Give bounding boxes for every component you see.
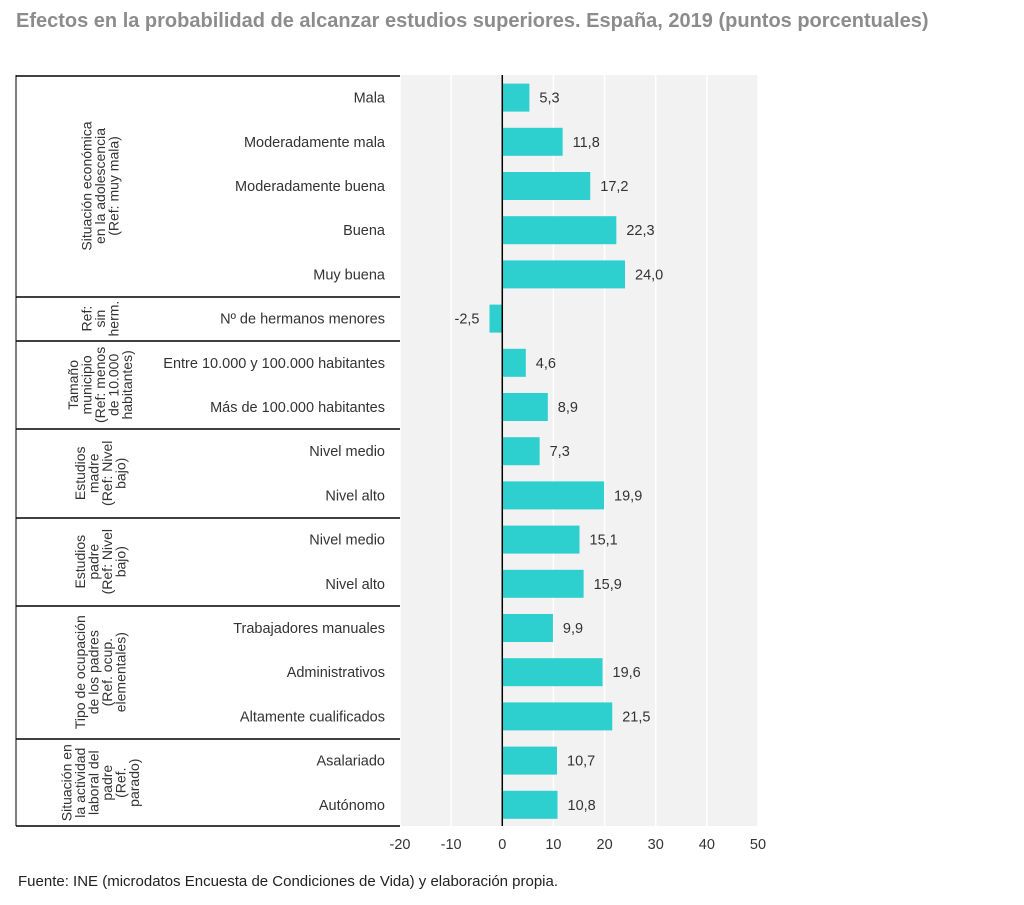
category-label: Altamente cualificados: [240, 709, 385, 725]
value-label: 15,9: [594, 577, 622, 593]
category-label: Moderadamente mala: [244, 135, 386, 151]
group-label: Situación enla actividadlaboral delpadre…: [58, 744, 142, 821]
bar: [502, 260, 626, 289]
value-label: 17,2: [600, 179, 628, 195]
bar: [489, 304, 503, 333]
value-label: 10,8: [568, 798, 596, 814]
chart-title: Efectos en la probabilidad de alcanzar e…: [16, 10, 929, 32]
category-label: Asalariado: [316, 754, 385, 770]
bar: [502, 437, 540, 466]
bar: [502, 216, 617, 245]
group-label: Situación económicaen la adolescencia(Re…: [79, 121, 122, 250]
x-tick-label: 30: [648, 837, 664, 853]
category-label: Moderadamente buena: [235, 179, 386, 195]
group-label: Estudiospadre(Ref: Nivelbajo): [72, 529, 129, 594]
x-tick-label: 20: [597, 837, 613, 853]
value-label: 7,3: [550, 444, 570, 460]
group-label: Tamañomunicipio(Ref: menosde 10.000habit…: [65, 347, 135, 423]
plot-background: [400, 75, 758, 826]
value-label: 19,9: [614, 488, 642, 504]
category-label: Nivel alto: [325, 577, 385, 593]
category-label: Buena: [343, 223, 386, 239]
x-tick-label: -10: [441, 837, 462, 853]
category-label: Mala: [354, 91, 386, 107]
bar: [502, 348, 526, 377]
category-label: Entre 10.000 y 100.000 habitantes: [163, 356, 385, 372]
bar: [502, 569, 584, 598]
category-label: Nivel medio: [309, 533, 385, 549]
value-label: 4,6: [536, 356, 556, 372]
bar: [502, 393, 548, 421]
value-label: 19,6: [613, 665, 641, 681]
bar: [502, 127, 563, 156]
group-label: Tipo de ocupaciónde los padres(Ref. ocup…: [72, 615, 129, 729]
value-label: 15,1: [590, 533, 618, 549]
x-tick-label: 10: [545, 837, 561, 853]
bar: [502, 525, 580, 554]
value-label: 10,7: [567, 754, 595, 770]
x-tick-label: 40: [699, 837, 715, 853]
value-label: 22,3: [626, 223, 654, 239]
value-label: 9,9: [563, 621, 583, 637]
value-label: 8,9: [558, 400, 578, 416]
bar: [502, 172, 591, 200]
category-label: Administrativos: [287, 665, 385, 681]
value-label: 11,8: [573, 135, 600, 151]
bar: [502, 658, 603, 687]
bar: [502, 702, 613, 731]
category-label: Muy buena: [313, 267, 386, 283]
bar: [502, 614, 553, 642]
category-label: Nivel alto: [325, 488, 385, 504]
category-label: Autónomo: [319, 798, 385, 814]
group-label: Estudiosmadre(Ref: Nivelbajo): [72, 441, 129, 506]
category-label: Trabajadores manuales: [233, 621, 385, 637]
group-label: Ref:sinherm.: [79, 301, 122, 337]
category-label: Más de 100.000 habitantes: [210, 400, 385, 416]
source-note: Fuente: INE (microdatos Encuesta de Cond…: [18, 873, 559, 890]
bar: [502, 746, 558, 775]
x-tick-label: 0: [498, 837, 506, 853]
value-label: 5,3: [539, 91, 559, 107]
bar: [502, 83, 530, 112]
category-label: Nivel medio: [309, 444, 385, 460]
bar: [502, 481, 605, 510]
category-label: Nº de hermanos menores: [220, 312, 385, 328]
value-label: 21,5: [622, 709, 650, 725]
x-tick-label: -20: [390, 837, 411, 853]
value-label: 24,0: [635, 267, 663, 283]
bar: [502, 790, 558, 819]
value-label: -2,5: [455, 312, 480, 328]
x-tick-label: 50: [750, 837, 766, 853]
